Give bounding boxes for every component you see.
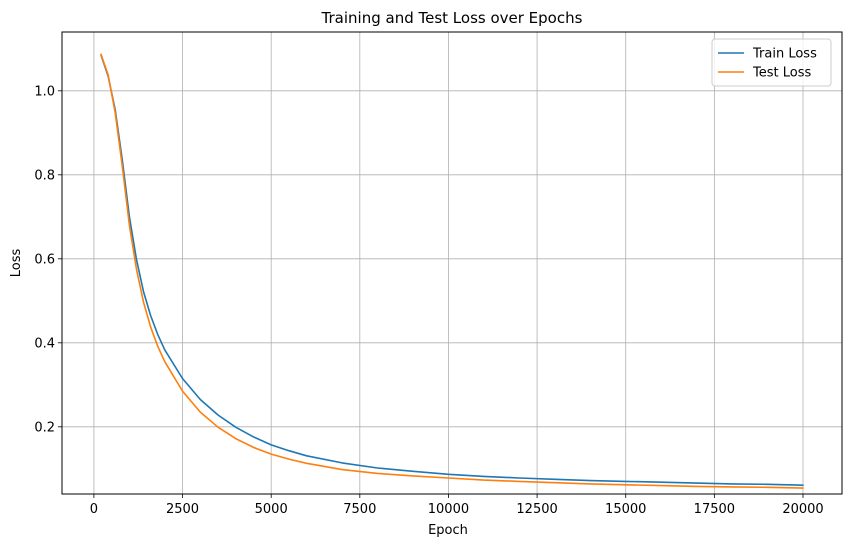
x-tick-label: 0: [90, 502, 98, 517]
series-line-test-loss: [100, 53, 804, 489]
y-tick-label: 0.8: [34, 168, 55, 183]
y-ticks: 0.2 0.4 0.6 0.8 1.0: [34, 84, 62, 435]
y-tick-label: 0.4: [34, 336, 55, 351]
y-tick-label: 0.6: [34, 252, 55, 267]
legend-box: [711, 38, 832, 87]
x-tick-label: 15000: [605, 502, 646, 517]
x-tick-label: 20000: [782, 502, 823, 517]
x-ticks: 0 2500 5000 7500 10000 12500 15000 17500 20000: [90, 494, 824, 517]
chart-title: Training and Test Loss over Epochs: [321, 9, 583, 27]
legend-entry-label: Test Loss: [752, 66, 811, 81]
y-axis-label: Loss: [9, 249, 24, 278]
grid: [62, 32, 842, 494]
x-axis-label: Epoch: [428, 523, 468, 538]
legend-entry-label: Train Loss: [752, 47, 817, 62]
x-tick-label: 5000: [255, 502, 288, 517]
x-tick-label: 7500: [343, 502, 376, 517]
plot-frame: [61, 31, 843, 495]
y-tick-label: 1.0: [34, 84, 55, 99]
x-tick-label: 12500: [516, 502, 557, 517]
series-lines: [100, 53, 804, 489]
y-tick-label: 0.2: [34, 420, 55, 435]
legend: Train Loss Test Loss: [711, 38, 832, 87]
x-tick-label: 17500: [694, 502, 735, 517]
series-line-train-loss: [100, 54, 804, 487]
x-tick-label: 10000: [428, 502, 469, 517]
x-tick-label: 2500: [166, 502, 199, 517]
